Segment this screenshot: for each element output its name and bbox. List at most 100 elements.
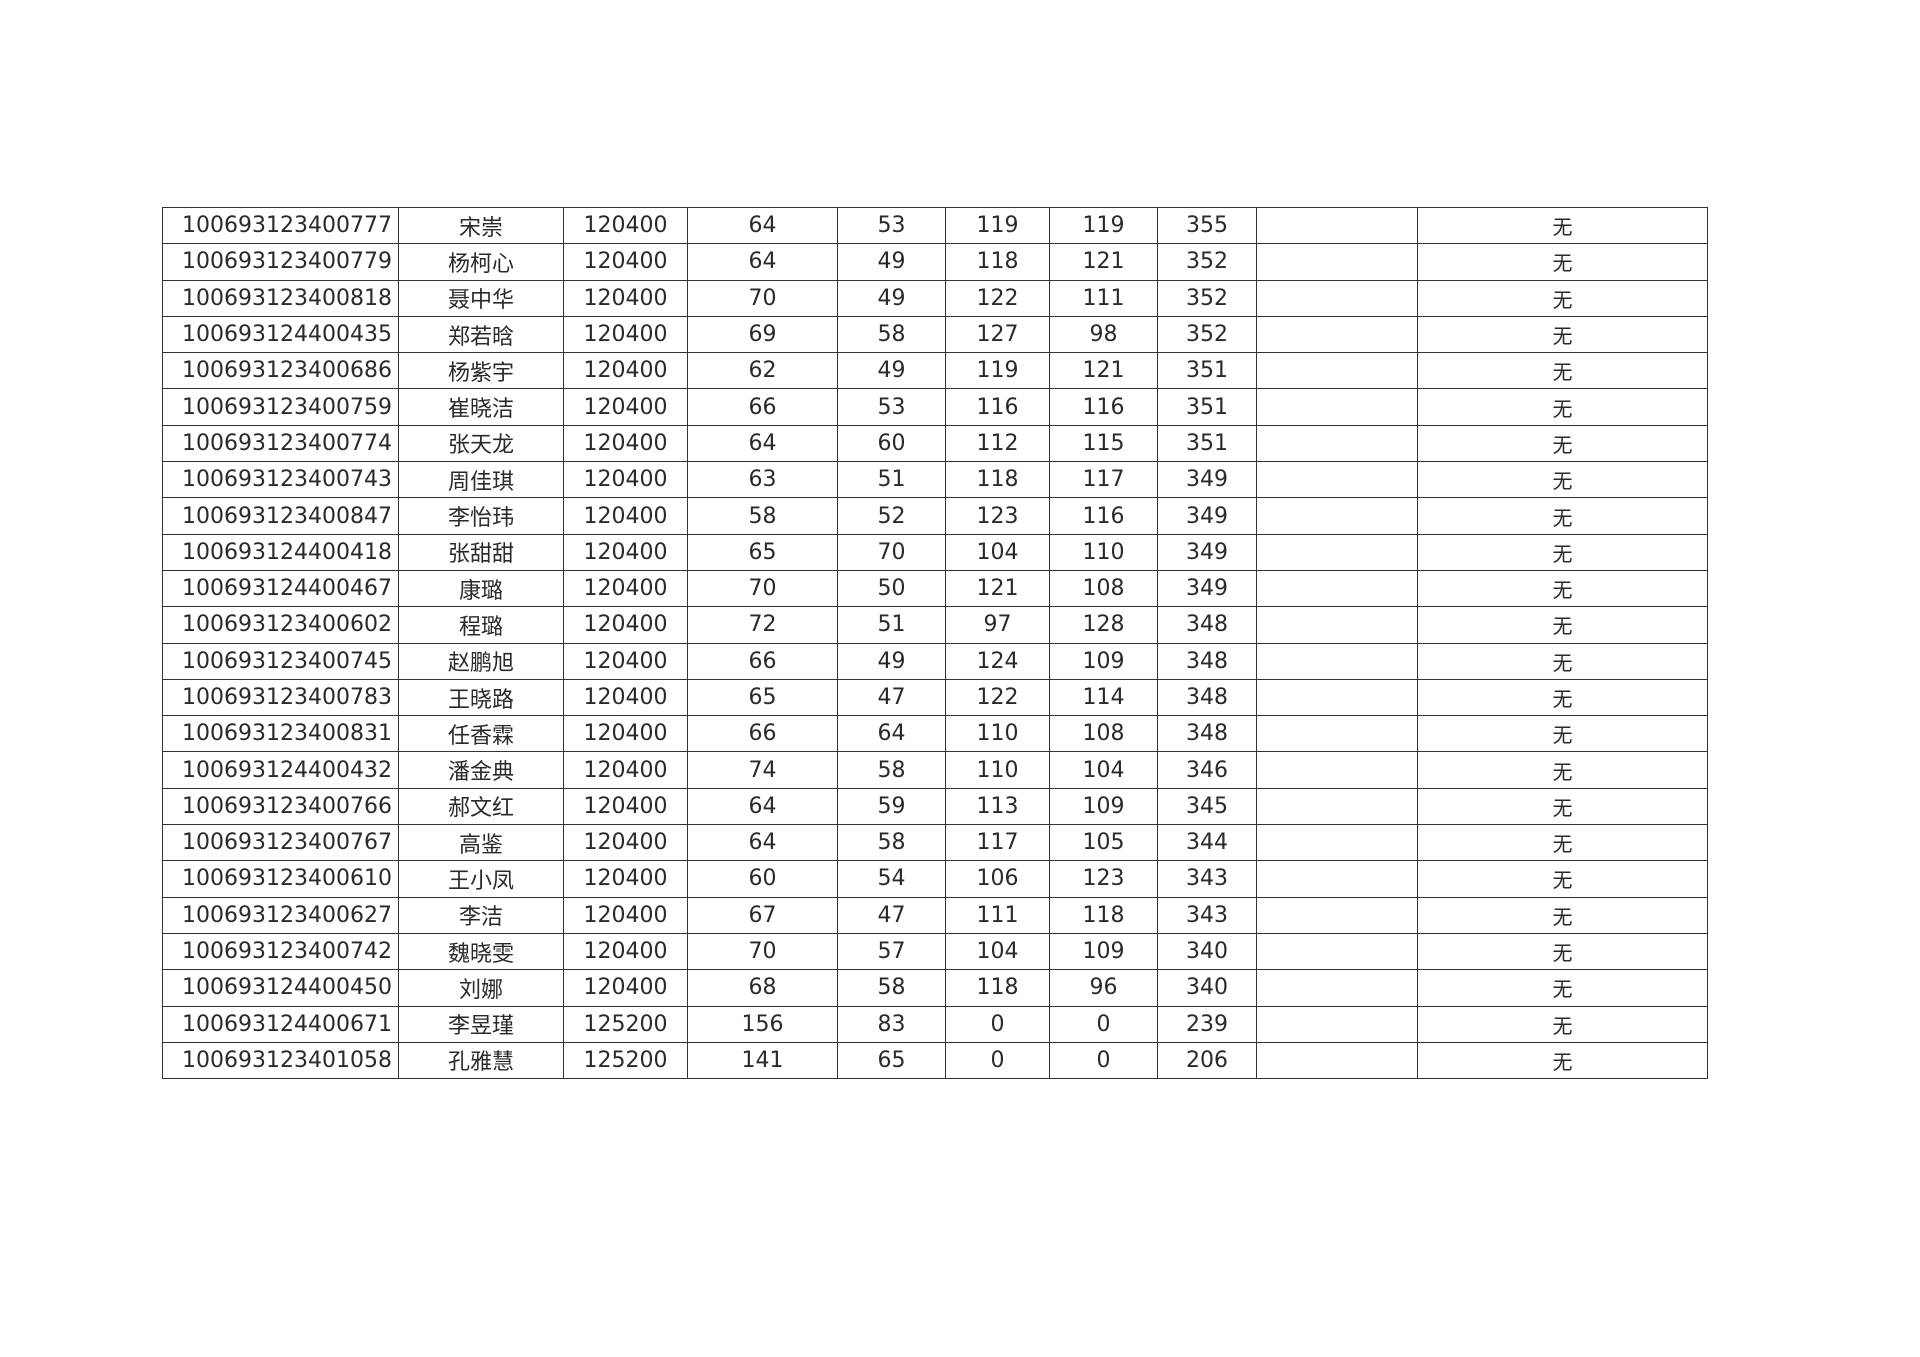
total-score-cell: 340 [1157,969,1257,1007]
remark-cell: 无 [1417,1041,1708,1080]
major-code-cell: 120400 [563,715,688,753]
major-code-cell: 120400 [563,787,688,826]
score-3-cell: 97 [945,606,1050,644]
table-row: 100693124400450 刘娜 120400 68 58 118 96 340 无 [162,969,1708,1007]
name-cell: 高鉴 [398,824,564,862]
empty-cell [1256,969,1418,1007]
score-3-cell: 117 [945,824,1050,862]
candidate-id-cell: 100693123400831 [162,715,399,753]
score-4-cell: 114 [1049,678,1158,717]
remark-cell: 无 [1417,352,1708,390]
table-row: 100693123400686 杨紫宇 120400 62 49 119 121 351 无 [162,352,1708,390]
total-score-cell: 348 [1157,606,1257,644]
score-3-cell: 122 [945,279,1050,317]
candidate-id-cell: 100693123400779 [162,243,399,281]
score-2-cell: 58 [837,315,946,354]
score-4-cell: 118 [1049,896,1158,934]
table-row: 100693123400831 任香霖 120400 66 64 110 108 348 无 [162,715,1708,753]
name-cell: 杨紫宇 [398,352,564,390]
candidate-id-cell: 100693123400777 [162,206,399,245]
remark-cell: 无 [1417,642,1708,680]
score-2-cell: 70 [837,533,946,571]
score-2-cell: 47 [837,896,946,934]
remark-cell: 无 [1417,824,1708,862]
empty-cell [1256,243,1418,281]
table-row: 100693124400435 郑若晗 120400 69 58 127 98 352 无 [162,315,1708,354]
empty-cell [1256,787,1418,826]
score-2-cell: 58 [837,824,946,862]
empty-cell [1256,1005,1418,1043]
total-score-cell: 355 [1157,206,1257,245]
empty-cell [1256,206,1418,245]
score-1-cell: 64 [687,243,838,281]
candidate-id-cell: 100693124400432 [162,751,399,789]
total-score-cell: 349 [1157,497,1257,535]
remark-cell: 无 [1417,606,1708,644]
name-cell: 魏晓雯 [398,932,564,971]
score-3-cell: 0 [945,1041,1050,1080]
remark-cell: 无 [1417,424,1708,463]
table-row: 100693123400783 王晓路 120400 65 47 122 114 348 无 [162,678,1708,717]
score-2-cell: 53 [837,388,946,426]
score-2-cell: 49 [837,642,946,680]
score-3-cell: 121 [945,569,1050,608]
remark-cell: 无 [1417,569,1708,608]
name-cell: 赵鹏旭 [398,642,564,680]
score-2-cell: 51 [837,461,946,499]
table-row: 100693123400779 杨柯心 120400 64 49 118 121 352 无 [162,243,1708,281]
total-score-cell: 344 [1157,824,1257,862]
major-code-cell: 120400 [563,751,688,789]
major-code-cell: 120400 [563,424,688,463]
score-1-cell: 72 [687,606,838,644]
name-cell: 程璐 [398,606,564,644]
score-1-cell: 65 [687,533,838,571]
remark-cell: 无 [1417,751,1708,789]
name-cell: 任香霖 [398,715,564,753]
score-1-cell: 62 [687,352,838,390]
major-code-cell: 125200 [563,1005,688,1043]
score-3-cell: 118 [945,461,1050,499]
major-code-cell: 120400 [563,824,688,862]
candidate-id-cell: 100693123401058 [162,1041,399,1080]
score-1-cell: 64 [687,424,838,463]
total-score-cell: 345 [1157,787,1257,826]
name-cell: 宋崇 [398,206,564,245]
score-1-cell: 64 [687,824,838,862]
score-1-cell: 67 [687,896,838,934]
candidate-id-cell: 100693123400767 [162,824,399,862]
candidate-id-cell: 100693124400467 [162,569,399,608]
score-4-cell: 110 [1049,533,1158,571]
score-1-cell: 58 [687,497,838,535]
total-score-cell: 206 [1157,1041,1257,1080]
major-code-cell: 120400 [563,606,688,644]
candidate-id-cell: 100693124400418 [162,533,399,571]
remark-cell: 无 [1417,497,1708,535]
total-score-cell: 349 [1157,533,1257,571]
table-row: 100693123400847 李怡玮 120400 58 52 123 116 349 无 [162,497,1708,535]
score-4-cell: 0 [1049,1041,1158,1080]
candidate-id-cell: 100693123400745 [162,642,399,680]
name-cell: 周佳琪 [398,461,564,499]
score-4-cell: 109 [1049,932,1158,971]
candidate-id-cell: 100693123400783 [162,678,399,717]
empty-cell [1256,424,1418,463]
score-1-cell: 156 [687,1005,838,1043]
table-row: 100693123400777 宋崇 120400 64 53 119 119 355 无 [162,206,1708,245]
score-1-cell: 74 [687,751,838,789]
score-table: 100693123400777 宋崇 120400 64 53 119 119 355 无 100… [162,206,1708,1080]
major-code-cell: 120400 [563,533,688,571]
table-row: 100693123401058 孔雅慧 125200 141 65 0 0 206 无 [162,1041,1708,1080]
score-3-cell: 0 [945,1005,1050,1043]
total-score-cell: 343 [1157,860,1257,898]
score-4-cell: 96 [1049,969,1158,1007]
major-code-cell: 120400 [563,569,688,608]
candidate-id-cell: 100693123400818 [162,279,399,317]
score-3-cell: 118 [945,243,1050,281]
total-score-cell: 349 [1157,461,1257,499]
total-score-cell: 349 [1157,569,1257,608]
table-row: 100693123400742 魏晓雯 120400 70 57 104 109 340 无 [162,932,1708,971]
score-1-cell: 63 [687,461,838,499]
empty-cell [1256,896,1418,934]
remark-cell: 无 [1417,388,1708,426]
total-score-cell: 239 [1157,1005,1257,1043]
